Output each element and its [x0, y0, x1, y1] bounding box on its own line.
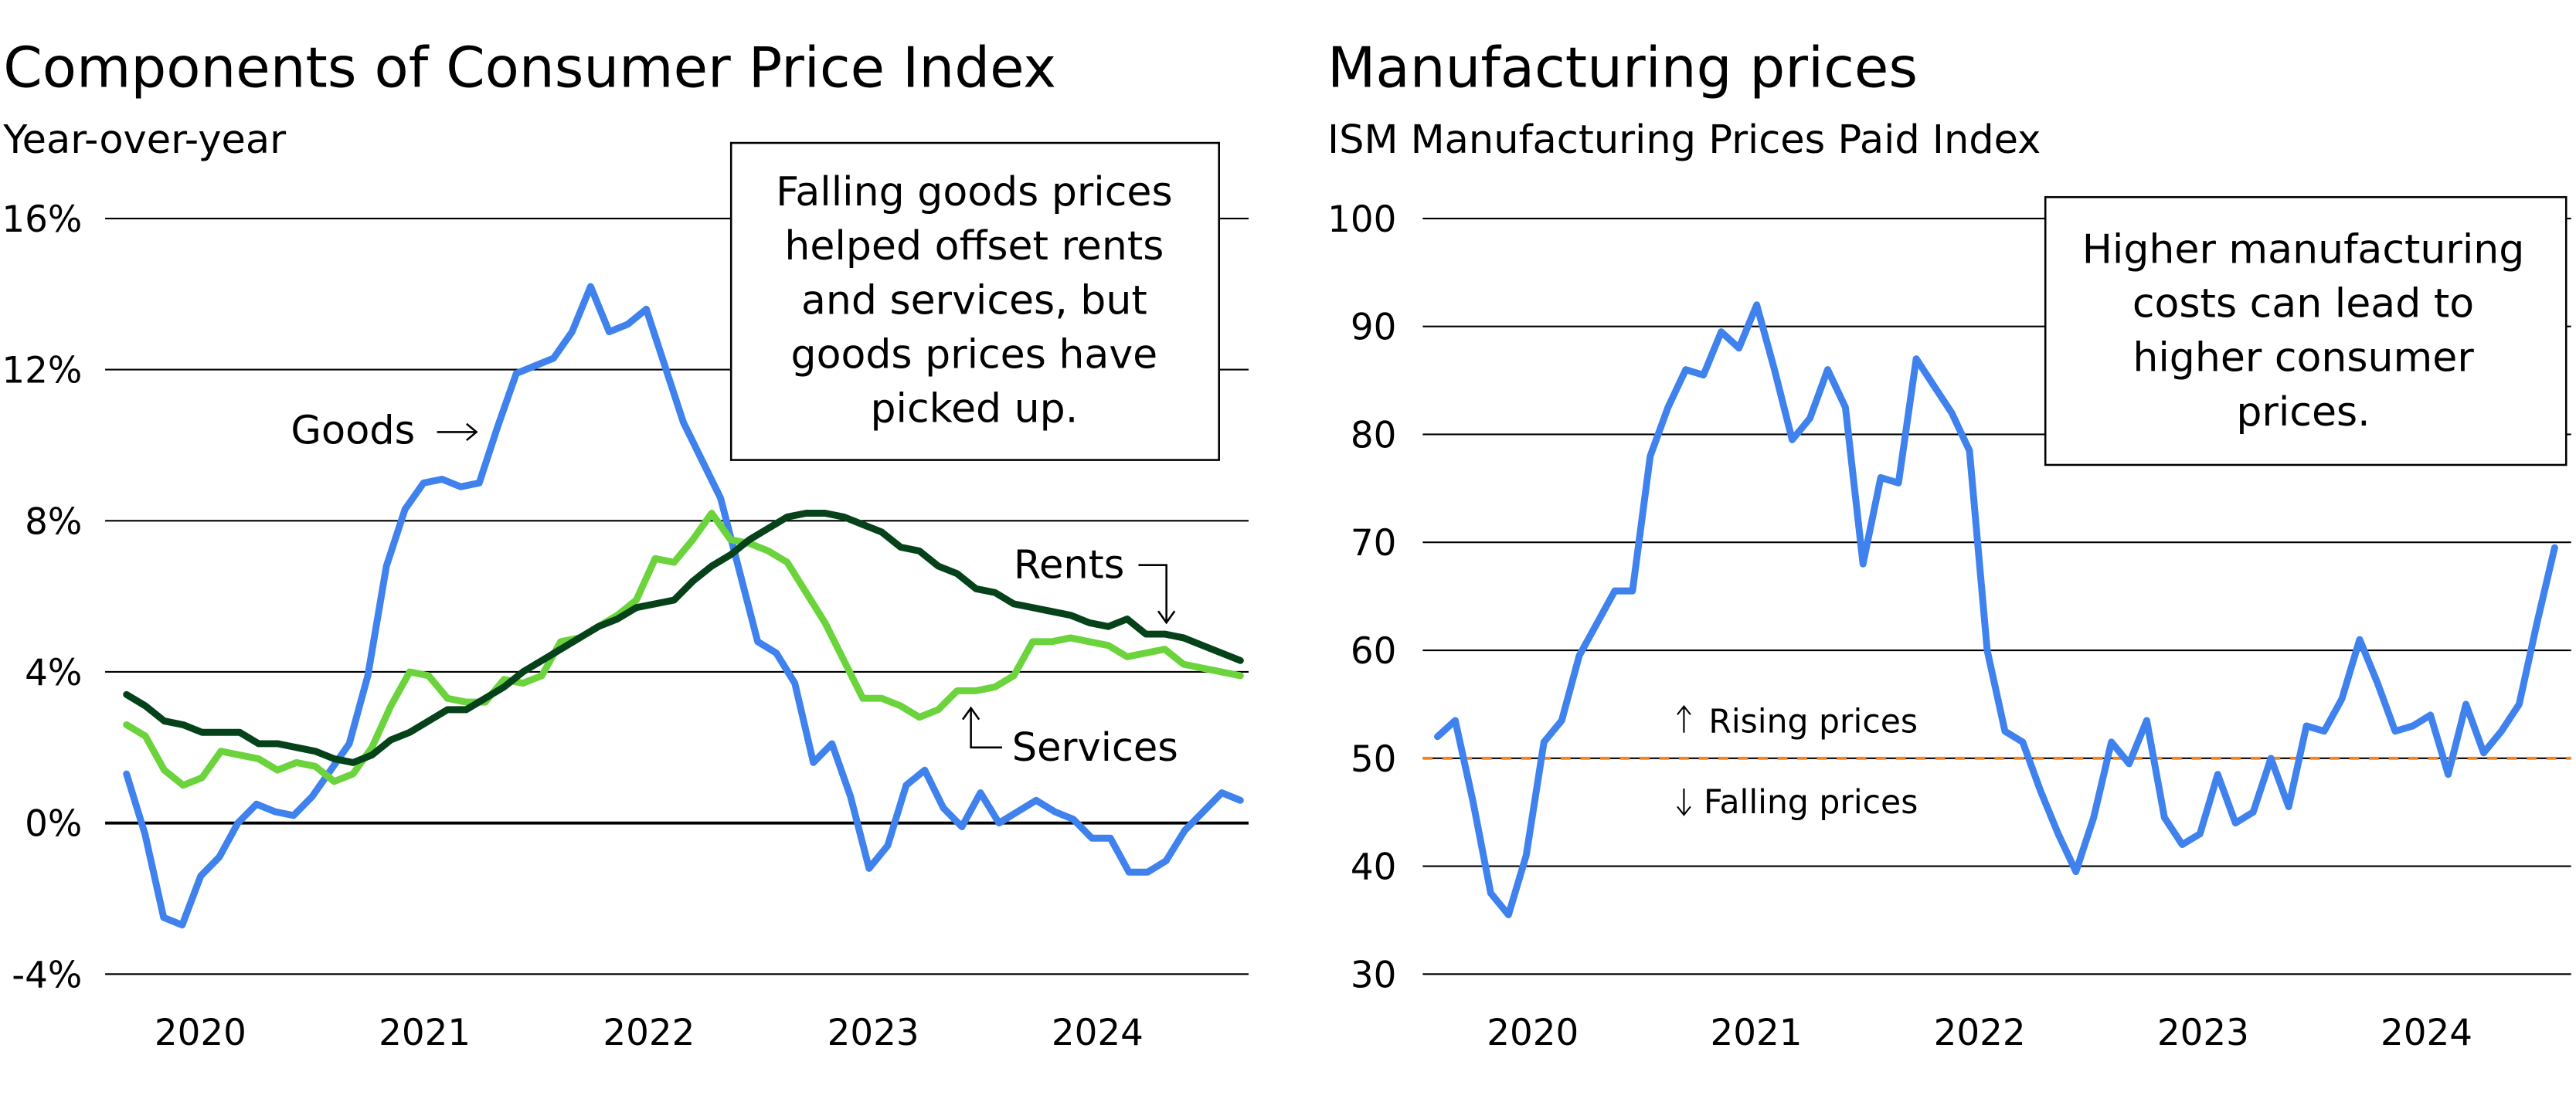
- goods-label: Goods: [291, 408, 415, 453]
- x-tick-label: 2024: [2381, 1013, 2472, 1054]
- x-tick-label: 2020: [155, 1013, 246, 1054]
- ism-annotation-text: Higher manufacturing costs can lead to hig…: [2082, 226, 2525, 436]
- x-tick-label: 2024: [1052, 1013, 1144, 1054]
- y-tick-label: 60: [1351, 631, 1397, 673]
- y-tick-label: -4%: [12, 955, 82, 996]
- cpi-chart: Components of Consumer Price Index Year-…: [2, 36, 1249, 1054]
- cpi-series: [123, 283, 1244, 929]
- ism-subtitle: ISM Manufacturing Prices Paid Index: [1327, 117, 2041, 163]
- series-line-goods: [123, 283, 1244, 929]
- annotation-line: Falling goods prices: [776, 169, 1172, 215]
- y-tick-label: 12%: [2, 351, 82, 392]
- falling-prices-label: Falling prices: [1704, 784, 1918, 822]
- cpi-annotation-box: [729, 141, 1220, 461]
- series-line-ism-prices-paid: [1434, 301, 2558, 919]
- rents-arrow-icon: [1138, 564, 1176, 625]
- falling-arrow-icon: [1677, 788, 1691, 816]
- services-arrow-icon: [961, 706, 1003, 749]
- cpi-annotation-text: Falling goods prices helped offset rents a…: [776, 169, 1172, 432]
- rising-arrow-icon: [1677, 704, 1691, 733]
- annotation-line: goods prices have: [791, 331, 1158, 378]
- ism-y-axis: 100 90 80 70 60 50 40 30: [1327, 199, 1396, 996]
- y-tick-label: 16%: [2, 199, 82, 241]
- x-tick-label: 2023: [2157, 1013, 2249, 1054]
- ism-x-axis: 2020 2021 2022 2023 2024: [1487, 1013, 2472, 1054]
- cpi-subtitle: Year-over-year: [2, 117, 286, 163]
- ism-series: [1434, 301, 2558, 919]
- x-tick-label: 2021: [379, 1013, 471, 1054]
- y-tick-label: 30: [1351, 955, 1397, 996]
- annotation-line: higher consumer: [2133, 335, 2474, 382]
- cpi-title: Components of Consumer Price Index: [3, 36, 1056, 101]
- series-line-services: [123, 510, 1244, 789]
- cpi-y-axis: 16% 12% 8% 4% 0% -4%: [2, 199, 82, 996]
- annotation-line: and services, but: [801, 277, 1147, 324]
- series-line-rents: [123, 510, 1244, 766]
- cpi-x-axis: 2020 2021 2022 2023 2024: [155, 1013, 1144, 1054]
- y-tick-label: 40: [1351, 847, 1397, 889]
- rising-prices-label: Rising prices: [1708, 704, 1918, 741]
- rents-label: Rents: [1014, 543, 1124, 589]
- x-tick-label: 2020: [1487, 1013, 1579, 1054]
- ism-annotation-box: [2044, 195, 2568, 466]
- x-tick-label: 2021: [1710, 1013, 1802, 1054]
- annotation-line: helped offset rents: [784, 223, 1164, 270]
- goods-arrow-icon: [437, 422, 478, 442]
- x-tick-label: 2023: [828, 1013, 919, 1054]
- y-tick-label: 8%: [25, 501, 82, 543]
- x-tick-label: 2022: [603, 1013, 695, 1054]
- services-label: Services: [1012, 725, 1178, 771]
- annotation-line: prices.: [2236, 389, 2370, 436]
- y-tick-label: 4%: [25, 653, 82, 694]
- ism-title: Manufacturing prices: [1327, 36, 1918, 101]
- y-tick-label: 80: [1351, 415, 1397, 456]
- y-tick-label: 100: [1327, 199, 1396, 241]
- y-tick-label: 50: [1351, 739, 1397, 781]
- annotation-line: picked up.: [870, 386, 1078, 432]
- ism-chart: Manufacturing prices ISM Manufacturing P…: [1327, 36, 2571, 1054]
- x-tick-label: 2022: [1934, 1013, 2026, 1054]
- annotation-line: Higher manufacturing: [2082, 226, 2525, 273]
- y-tick-label: 70: [1351, 523, 1397, 565]
- y-tick-label: 0%: [25, 804, 82, 846]
- y-tick-label: 90: [1351, 307, 1397, 349]
- annotation-line: costs can lead to: [2133, 281, 2474, 327]
